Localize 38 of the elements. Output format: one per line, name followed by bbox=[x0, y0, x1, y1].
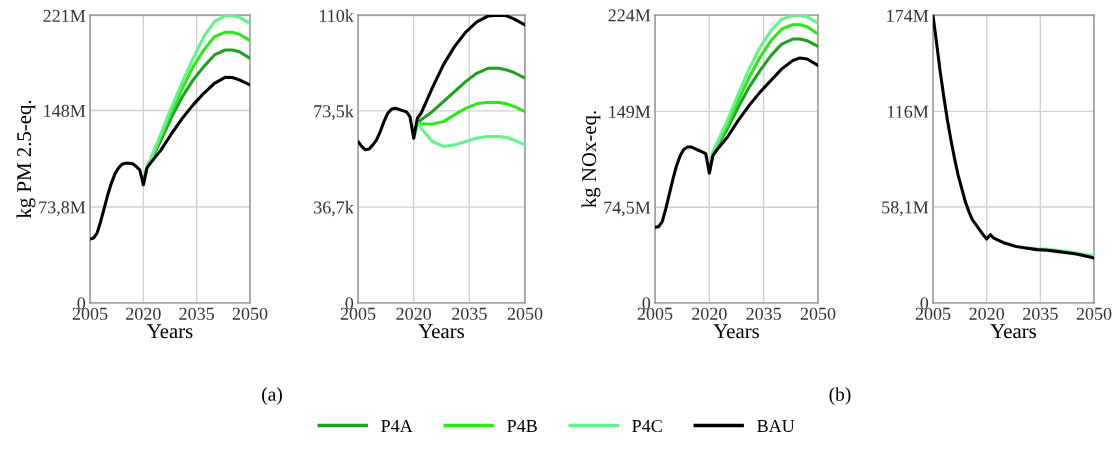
y-tick-label: 73,8M bbox=[39, 201, 86, 217]
legend-label: BAU bbox=[757, 419, 795, 433]
y-tick-label: 36,7k bbox=[314, 200, 354, 217]
legend-label: P4A bbox=[381, 419, 413, 432]
y-tick-label: 174M bbox=[887, 9, 929, 22]
x-tick-label: 2050 bbox=[1076, 307, 1112, 320]
x-tick-label: 2035 bbox=[452, 307, 487, 320]
y-tick-label: 110k bbox=[319, 9, 354, 22]
text: (a) bbox=[262, 387, 282, 405]
line-series bbox=[655, 56, 818, 229]
x-tick-label: 2050 bbox=[507, 307, 543, 320]
y-tick-label: 149M bbox=[609, 105, 651, 118]
y-tick-label: 58,1M bbox=[882, 201, 929, 217]
x-axis-title: Years bbox=[146, 324, 193, 339]
text: (b) bbox=[829, 387, 851, 405]
x-tick-label: 2050 bbox=[800, 307, 836, 320]
x-axis-title: Years bbox=[990, 324, 1036, 339]
x-tick-label: 2050 bbox=[232, 307, 268, 320]
y-tick-label: 73,5k bbox=[314, 104, 354, 120]
line-series bbox=[90, 75, 250, 241]
x-axis-title: Years bbox=[418, 324, 464, 339]
y-tick-label: 74,5M bbox=[604, 201, 651, 217]
x-tick-label: 2020 bbox=[969, 307, 1005, 320]
x-tick-label: 2035 bbox=[1023, 307, 1058, 320]
x-tick-label: 2035 bbox=[746, 307, 782, 320]
x-tick-label: 2035 bbox=[179, 307, 215, 320]
x-axis-title: Years bbox=[713, 324, 759, 339]
legend-label: P4B bbox=[507, 420, 537, 432]
x-tick-label: 2020 bbox=[126, 307, 161, 320]
y-tick-label: 224M bbox=[608, 9, 651, 22]
y-tick-label: 148M bbox=[44, 104, 86, 117]
x-tick-label: 2020 bbox=[692, 307, 727, 320]
y-tick-label: 221M bbox=[43, 9, 86, 22]
y-axis-title: kg PM 2.5-eq. bbox=[16, 100, 36, 219]
legend-label: P4C bbox=[632, 419, 662, 433]
y-tick-label: 116M bbox=[887, 105, 929, 118]
x-tick-label: 2020 bbox=[396, 307, 432, 320]
y-axis-title: kg NOx-eq. bbox=[581, 111, 601, 208]
